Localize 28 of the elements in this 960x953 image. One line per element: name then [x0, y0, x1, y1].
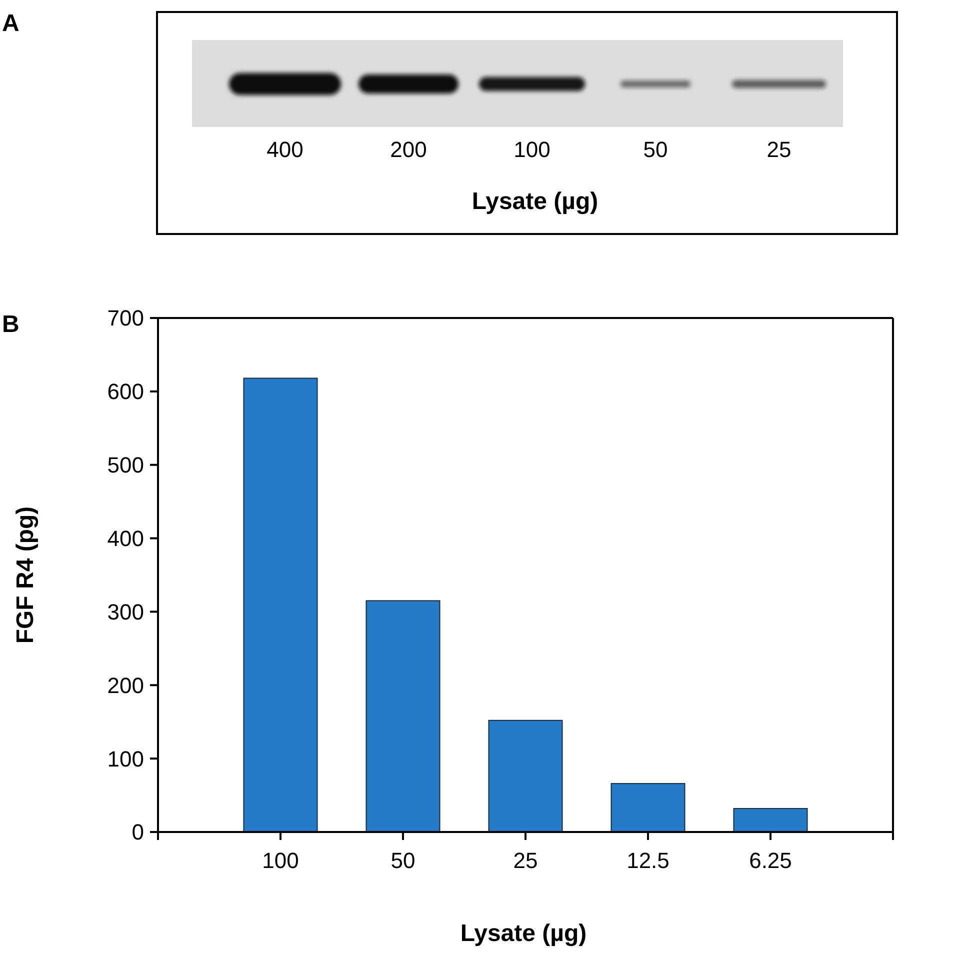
x-tick-label: 12.5	[626, 848, 670, 873]
category-label: 25	[766, 137, 792, 162]
y-axis-title: FGF R4 (pg)	[12, 506, 39, 644]
x-tick-label: 100	[262, 848, 299, 873]
bar	[366, 600, 440, 832]
y-tick-label: 700	[107, 306, 144, 331]
x-tick-label: 25	[513, 848, 538, 873]
category-label: 400	[266, 137, 304, 162]
x-tick-label: 50	[390, 848, 416, 873]
category-label: 50	[643, 137, 668, 162]
y-tick-label: 0	[132, 820, 144, 845]
bar	[243, 378, 318, 832]
text: Lysate (µg)	[472, 188, 598, 215]
category-label: 200	[390, 137, 427, 162]
bar	[610, 783, 686, 832]
text: A	[2, 10, 20, 37]
y-tick-label: 300	[107, 599, 144, 624]
y-tick-label: 100	[107, 746, 144, 772]
x-axis-title: Lysate (µg)	[460, 920, 587, 947]
category-label: 100	[514, 137, 550, 162]
bar	[488, 720, 563, 832]
y-tick-label: 500	[107, 452, 144, 478]
y-tick-label: 200	[107, 672, 144, 698]
chart-title: B	[2, 311, 20, 338]
y-tick-label: 600	[107, 379, 144, 404]
y-tick-label: 400	[107, 526, 144, 551]
bar	[733, 808, 808, 832]
x-tick-label: 6.25	[749, 848, 792, 873]
